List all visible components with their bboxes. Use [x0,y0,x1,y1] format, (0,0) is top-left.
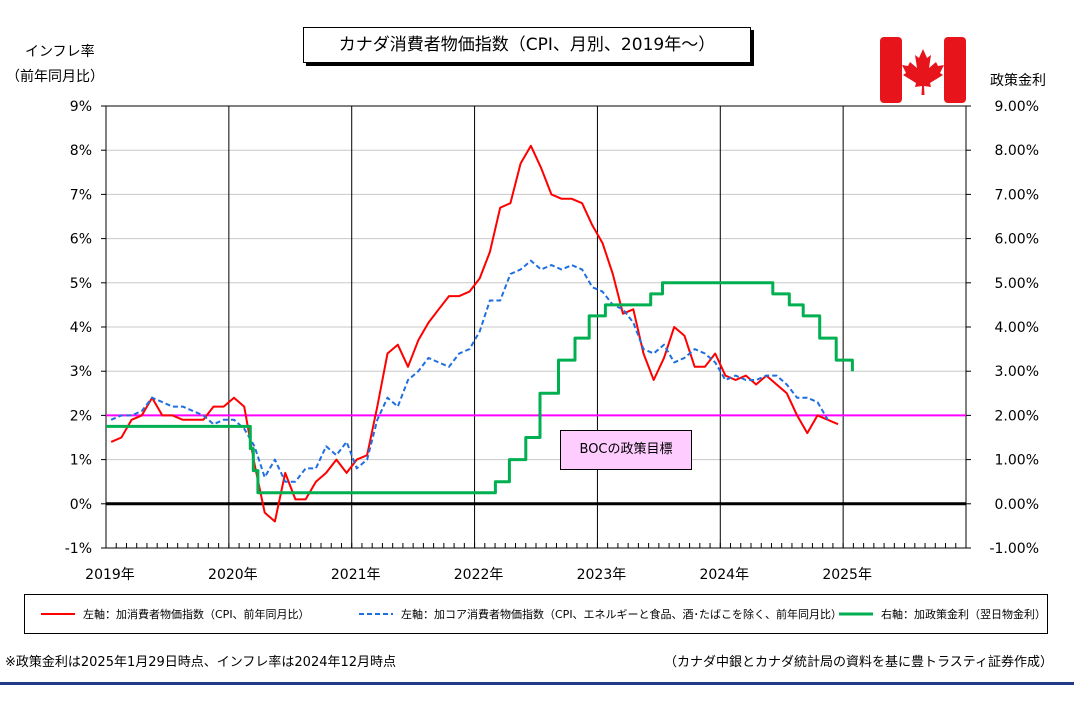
left-tick-label: 9% [70,99,92,115]
x-tick-label: 2021年 [331,567,381,583]
right-tick-label: 9.00% [995,99,1039,115]
right-tick-label: 5.00% [995,276,1039,292]
right-tick-label: 2.00% [995,408,1039,424]
bottom-rule [0,682,1074,685]
left-axis-title-line2: （前年同月比） [6,69,104,85]
left-tick-label: 6% [70,232,92,248]
left-tick-label: 2% [70,408,92,424]
left-tick-label: 0% [70,497,92,513]
right-tick-label: 0.00% [995,497,1039,513]
left-axis-title-line1: インフレ率 [25,44,95,60]
left-tick-label: 3% [70,364,92,380]
x-tick-label: 2019年 [85,567,135,583]
right-tick-label: -1.00% [989,541,1039,557]
legend-swatch-core [359,613,393,615]
right-tick-label: 4.00% [995,320,1039,336]
footer-source-right: （カナダ中銀とカナダ統計局の資料を基に豊トラスティ証券作成） [664,655,1053,670]
core-series-line [110,259,829,483]
x-tick-label: 2020年 [208,567,258,583]
legend-label-core: 左軸：加コア消費者物価指数（CPI、エネルギーと食品、酒･たばこを除く、前年同月… [401,608,843,621]
x-tick-label: 2024年 [699,567,749,583]
legend-item-rate: 右軸：加政策金利（翌日物金利） [837,605,1046,623]
legend-label-cpi: 左軸：加消費者物価指数（CPI、前年同月比） [83,608,310,621]
legend-item-cpi: 左軸：加消費者物価指数（CPI、前年同月比） [39,605,310,623]
left-tick-label: 5% [70,276,92,292]
right-tick-label: 8.00% [995,143,1039,159]
x-tick-label: 2022年 [454,567,504,583]
right-tick-label: 1.00% [995,453,1039,469]
legend-swatch-rate [839,612,873,616]
policy-target-callout: BOCの政策目標 [560,430,692,470]
legend-label-rate: 右軸：加政策金利（翌日物金利） [881,608,1046,621]
right-tick-label: 7.00% [995,187,1039,203]
left-tick-label: 7% [70,187,92,203]
left-tick-label: -1% [65,541,92,557]
canada-flag-icon [880,37,966,103]
x-tick-label: 2023年 [577,567,627,583]
right-axis-title: 政策金利 [990,73,1046,89]
rate-series-line [106,281,854,495]
chart-title: カナダ消費者物価指数（CPI、月別、2019年～） [303,27,751,63]
legend: 左軸：加消費者物価指数（CPI、前年同月比） 左軸：加コア消費者物価指数（CPI… [24,594,1048,634]
left-tick-label: 1% [70,453,92,469]
footer-note-left: ※政策金利は2025年1月29日時点、インフレ率は2024年12月時点 [5,655,397,670]
left-tick-label: 8% [70,143,92,159]
right-tick-label: 3.00% [995,364,1039,380]
cpi-series-line [110,144,839,523]
right-tick-label: 6.00% [995,232,1039,248]
legend-swatch-cpi [41,613,75,615]
left-tick-label: 4% [70,320,92,336]
x-tick-label: 2025年 [822,567,872,583]
legend-item-core: 左軸：加コア消費者物価指数（CPI、エネルギーと食品、酒･たばこを除く、前年同月… [357,605,842,623]
